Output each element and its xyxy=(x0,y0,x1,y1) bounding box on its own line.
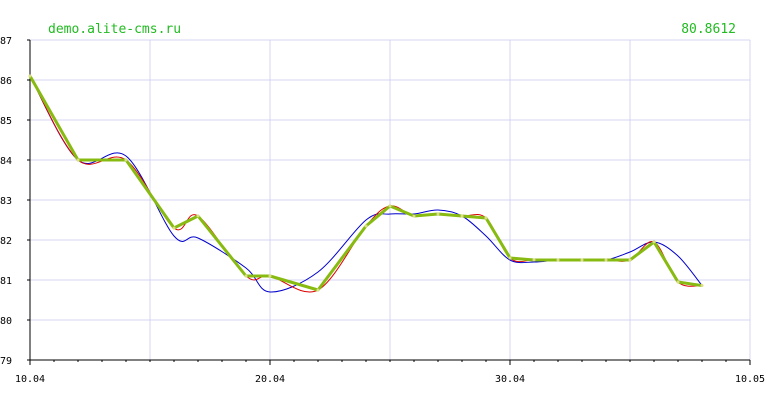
data-point xyxy=(316,288,320,292)
data-point xyxy=(436,212,440,216)
data-point xyxy=(244,274,248,278)
data-point xyxy=(172,226,176,230)
data-point xyxy=(124,158,128,162)
last-value-label: 80.8612 xyxy=(681,22,736,37)
y-tick-label: 86 xyxy=(0,76,12,87)
tick-labels: 79 80 81 82 83 84 85 86 87 10.04 20.04 30.04 10.05 xyxy=(0,36,765,385)
y-tick-label: 79 xyxy=(0,356,12,367)
data-point xyxy=(28,74,32,78)
x-tick-label: 20.04 xyxy=(255,374,285,385)
data-point xyxy=(388,204,392,208)
data-point xyxy=(268,274,272,278)
series-group xyxy=(28,74,704,293)
y-tick-label: 81 xyxy=(0,276,12,287)
data-point xyxy=(412,214,416,218)
data-point xyxy=(364,224,368,228)
data-point xyxy=(460,214,464,218)
data-point xyxy=(76,158,80,162)
data-point xyxy=(484,216,488,220)
data-point xyxy=(508,256,512,260)
y-tick-label: 80 xyxy=(0,316,12,327)
y-tick-label: 85 xyxy=(0,116,12,127)
axes xyxy=(27,39,751,365)
data-point xyxy=(196,214,200,218)
x-tick-label: 10.05 xyxy=(735,374,765,385)
data-point xyxy=(652,240,656,244)
x-tick-label: 30.04 xyxy=(495,374,525,385)
data-point xyxy=(628,258,632,262)
y-tick-label: 87 xyxy=(0,36,12,47)
data-point xyxy=(532,258,536,262)
data-point xyxy=(700,284,704,288)
data-point xyxy=(580,258,584,262)
y-tick-label: 83 xyxy=(0,196,12,207)
x-tick-label: 10.04 xyxy=(15,374,45,385)
y-tick-label: 84 xyxy=(0,156,12,167)
y-tick-label: 82 xyxy=(0,236,12,247)
data-point xyxy=(676,280,680,284)
data-point xyxy=(604,258,608,262)
data-point xyxy=(556,258,560,262)
site-name-label: demo.alite-cms.ru xyxy=(48,22,181,37)
